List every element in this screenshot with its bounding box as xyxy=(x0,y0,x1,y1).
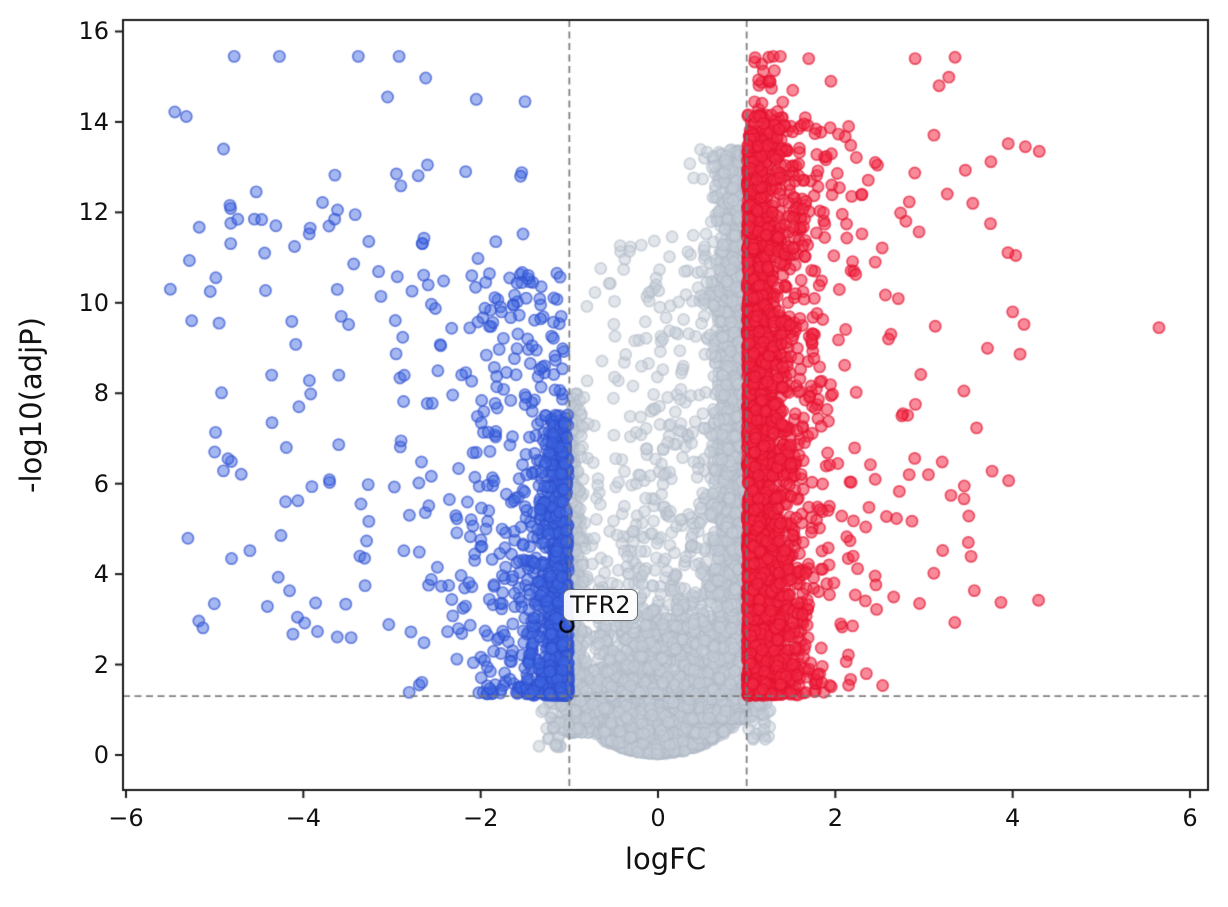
y-tick-label: 16 xyxy=(78,17,109,46)
y-tick-label: 6 xyxy=(93,469,109,498)
x-tick-label: −2 xyxy=(462,804,499,832)
y-tick-label: 10 xyxy=(78,288,109,317)
y-tick-label: 12 xyxy=(78,198,109,227)
gene-annotation-label: TFR2 xyxy=(563,589,638,622)
y-tick-label: 8 xyxy=(93,379,109,408)
y-tick-label: 0 xyxy=(93,741,109,769)
x-tick-label: 0 xyxy=(650,804,666,832)
y-axis-label: -log10(adjP) xyxy=(14,317,48,493)
x-tick-label: −4 xyxy=(285,804,322,832)
x-tick-label: 2 xyxy=(827,804,843,832)
y-tick-label: 4 xyxy=(93,560,109,589)
x-tick-label: 4 xyxy=(1005,804,1021,832)
x-tick-label: −6 xyxy=(108,804,144,832)
y-tick-label: 14 xyxy=(78,107,109,136)
x-axis-label: logFC xyxy=(624,842,707,876)
x-tick-label: 6 xyxy=(1182,804,1198,832)
y-tick-label: 2 xyxy=(93,650,109,679)
